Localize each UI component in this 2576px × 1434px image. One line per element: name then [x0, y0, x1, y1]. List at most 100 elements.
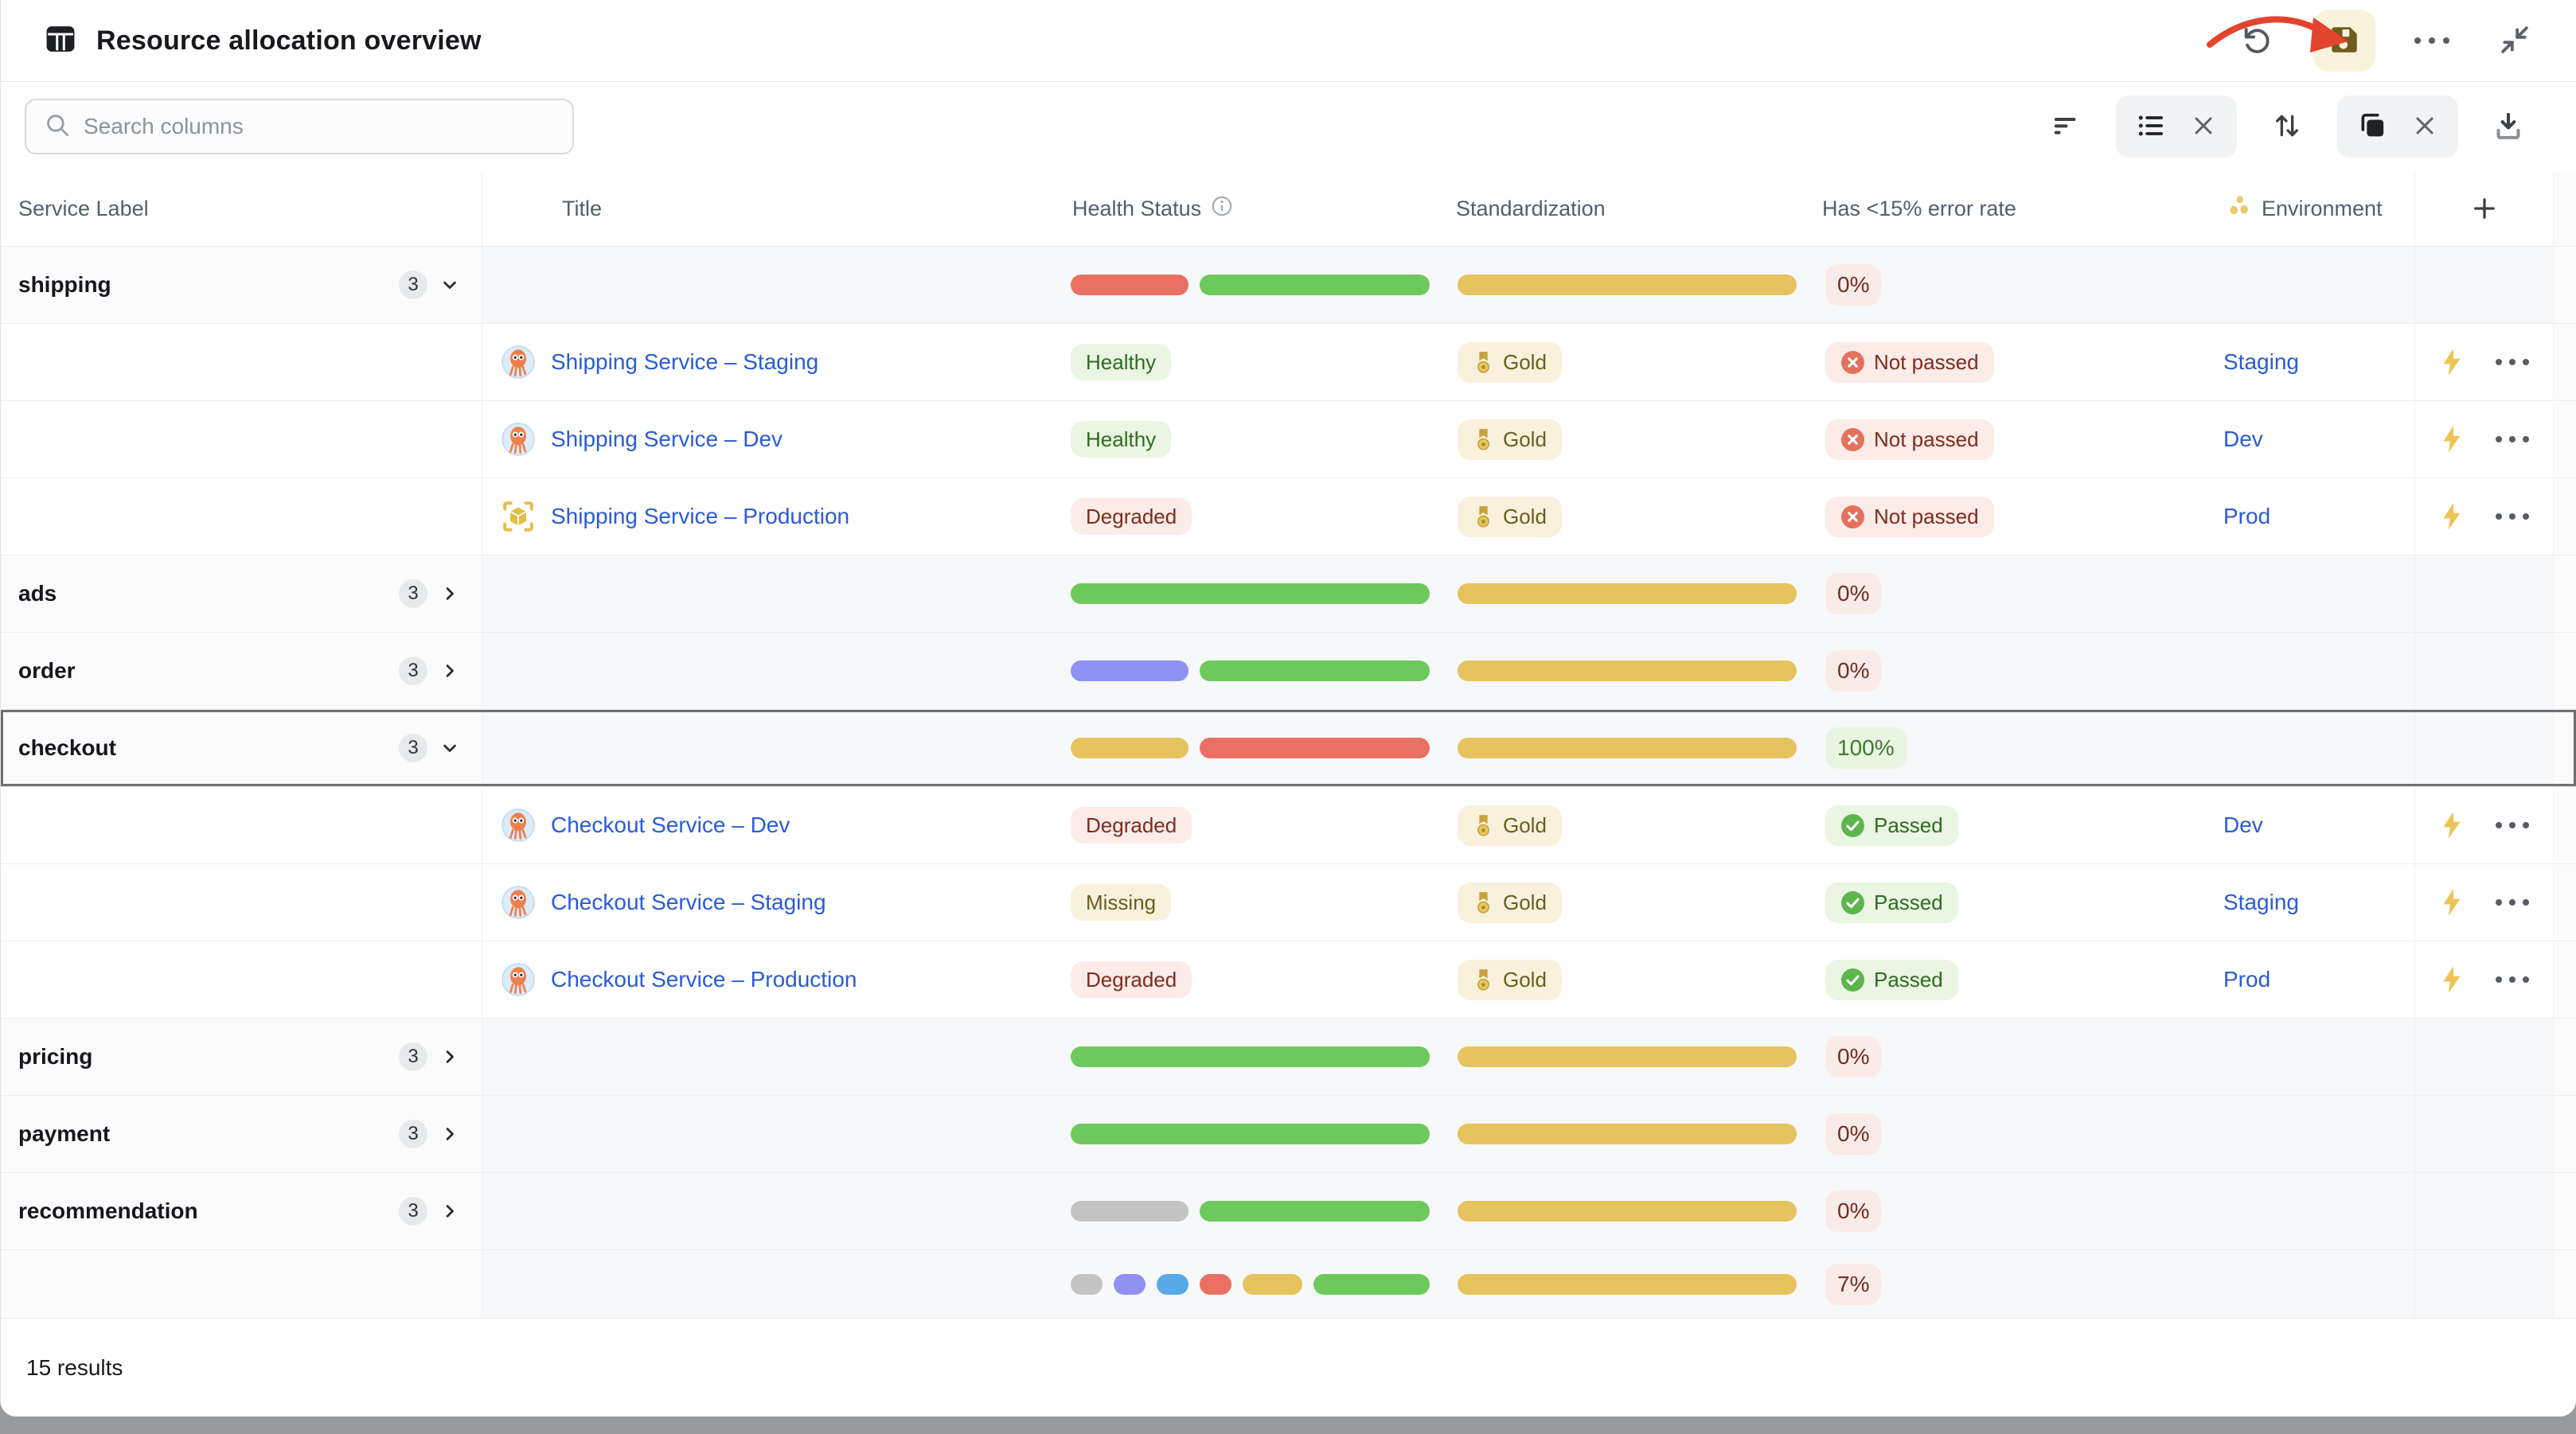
chevron-right-icon[interactable]	[439, 583, 461, 605]
health-status-badge: Healthy	[1071, 421, 1172, 458]
scrollbar-gutter[interactable]	[2553, 1096, 2576, 1172]
standardization-badge: Gold	[1458, 419, 1562, 460]
group-row-checkout[interactable]: checkout 3 100%	[1, 710, 2576, 787]
search-input[interactable]	[84, 114, 555, 139]
bar-segment-green	[1200, 1201, 1430, 1222]
environment-link[interactable]: Staging	[2223, 890, 2299, 914]
group-row-pricing[interactable]: pricing 3 0%	[1, 1019, 2576, 1096]
download-button[interactable]	[2482, 100, 2535, 153]
group-row-ads[interactable]: ads 3 0%	[1, 555, 2576, 633]
row-menu-icon[interactable]	[2495, 976, 2529, 983]
scrollbar-gutter[interactable]	[2553, 478, 2576, 555]
medal-icon	[1473, 505, 1494, 529]
service-row[interactable]: Shipping Service – Production Degraded Gol…	[1, 478, 2576, 555]
environment-link[interactable]: Staging	[2223, 349, 2299, 374]
chevron-right-icon[interactable]	[439, 1123, 461, 1145]
add-column-button[interactable]	[2414, 171, 2553, 246]
row-menu-icon[interactable]	[2495, 822, 2529, 828]
row-actions-cell	[2414, 1173, 2553, 1249]
duplicate-button[interactable]	[2356, 110, 2388, 144]
chevron-down-icon[interactable]	[439, 737, 461, 759]
lightning-icon[interactable]	[2440, 888, 2464, 917]
environment-link[interactable]: Dev	[2223, 427, 2263, 451]
scrollbar-gutter[interactable]	[2553, 941, 2576, 1018]
chevron-down-icon[interactable]	[439, 274, 461, 296]
bar-segment-gold	[1458, 1046, 1797, 1067]
page-title: Resource allocation overview	[96, 25, 482, 56]
lightning-icon[interactable]	[2440, 425, 2464, 454]
group-row-shipping[interactable]: shipping 3 0%	[1, 247, 2576, 324]
column-environment[interactable]: Environment	[2198, 171, 2414, 246]
scrollbar-gutter[interactable]	[2553, 633, 2576, 709]
group-row-payment[interactable]: payment 3 0%	[1, 1096, 2576, 1173]
group-label: order	[18, 658, 76, 683]
scrollbar-gutter[interactable]	[2553, 171, 2576, 246]
info-icon[interactable]	[1211, 195, 1233, 223]
service-title-link[interactable]: Shipping Service – Production	[551, 504, 850, 528]
badge-label: Gold	[1503, 813, 1547, 837]
scrollbar-gutter[interactable]	[2553, 1019, 2576, 1095]
environment-link[interactable]: Prod	[2223, 967, 2271, 992]
service-row[interactable]: Shipping Service – Dev Healthy Gold Not pas…	[1, 401, 2576, 478]
badge-label: Degraded	[1086, 813, 1177, 837]
service-row[interactable]: Checkout Service – Dev Degraded Gold Passed…	[1, 787, 2576, 864]
chevron-right-icon[interactable]	[439, 1200, 461, 1222]
error-rate-cell: Passed	[1808, 787, 2198, 863]
scrollbar-gutter[interactable]	[2553, 324, 2576, 400]
standardization-cell: Gold	[1442, 478, 1808, 555]
column-error-rate[interactable]: Has <15% error rate	[1822, 196, 2016, 220]
more-options-button[interactable]	[2406, 14, 2458, 67]
group-row-recommendation[interactable]: recommendation 3 0%	[1, 1173, 2576, 1250]
search-box[interactable]	[25, 99, 574, 154]
row-menu-icon[interactable]	[2495, 359, 2529, 365]
lightning-icon[interactable]	[2440, 811, 2464, 840]
plus-icon	[2473, 198, 2495, 219]
scrollbar-gutter[interactable]	[2553, 1173, 2576, 1249]
column-standardization[interactable]: Standardization	[1456, 196, 1606, 220]
filter-button[interactable]	[2039, 100, 2092, 153]
clear-list-view-button[interactable]	[2189, 111, 2218, 142]
chevron-right-icon[interactable]	[439, 660, 461, 682]
group-row-order[interactable]: order 3 0%	[1, 633, 2576, 710]
sort-button[interactable]	[2261, 100, 2313, 153]
bar-segment-green	[1071, 1046, 1430, 1067]
environment-link[interactable]: Dev	[2223, 812, 2263, 837]
service-title-link[interactable]: Checkout Service – Production	[551, 967, 857, 992]
row-actions-cell	[2414, 555, 2553, 632]
service-row[interactable]: Checkout Service – Production Degraded Gol…	[1, 941, 2576, 1019]
column-title[interactable]: Title	[562, 196, 603, 220]
group-row-partial[interactable]: 7%	[1, 1250, 2576, 1319]
group-count-badge: 3	[399, 1042, 427, 1071]
service-title-link[interactable]: Shipping Service – Staging	[551, 349, 819, 374]
bar-segment-gold	[1071, 738, 1188, 758]
lightning-icon[interactable]	[2440, 502, 2464, 531]
scrollbar-gutter[interactable]	[2553, 401, 2576, 477]
scrollbar-gutter[interactable]	[2553, 864, 2576, 941]
scrollbar-gutter[interactable]	[2553, 710, 2576, 786]
row-menu-icon[interactable]	[2495, 513, 2529, 520]
health-status-cell: Healthy	[1044, 324, 1442, 400]
service-row[interactable]: Shipping Service – Staging Healthy Gold Not…	[1, 324, 2576, 401]
scrollbar-gutter[interactable]	[2553, 787, 2576, 863]
undo-button[interactable]	[2231, 14, 2283, 67]
row-menu-icon[interactable]	[2495, 899, 2529, 906]
scrollbar-gutter[interactable]	[2553, 1250, 2576, 1319]
lightning-icon[interactable]	[2440, 965, 2464, 994]
scrollbar-gutter[interactable]	[2553, 247, 2576, 323]
column-health-status[interactable]: Health Status	[1044, 171, 1442, 246]
save-button[interactable]	[2313, 10, 2375, 72]
scrollbar-gutter[interactable]	[2553, 555, 2576, 632]
service-title-link[interactable]: Checkout Service – Dev	[551, 812, 790, 837]
service-title-link[interactable]: Shipping Service – Dev	[551, 427, 783, 451]
column-service-label[interactable]: Service Label	[1, 171, 482, 246]
collapse-button[interactable]	[2488, 14, 2541, 67]
service-title-link[interactable]: Checkout Service – Staging	[551, 890, 826, 914]
row-menu-icon[interactable]	[2495, 436, 2529, 442]
environment-link[interactable]: Prod	[2223, 504, 2271, 528]
service-row[interactable]: Checkout Service – Staging Missing Gold Pas…	[1, 864, 2576, 941]
list-view-button[interactable]	[2135, 110, 2167, 144]
clear-copy-button[interactable]	[2410, 111, 2439, 142]
lightning-icon[interactable]	[2440, 348, 2464, 376]
group-count-badge: 3	[399, 1197, 427, 1226]
chevron-right-icon[interactable]	[439, 1046, 461, 1068]
